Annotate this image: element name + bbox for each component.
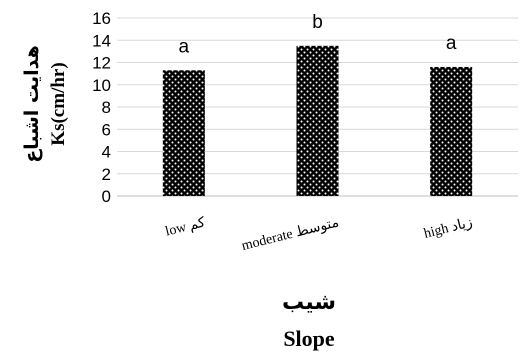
x-category-label: high زیاد <box>422 215 474 242</box>
bar <box>430 66 473 196</box>
y-tick-label: 14 <box>92 31 111 50</box>
significance-letters: a b a <box>179 12 457 57</box>
bar <box>296 45 339 196</box>
y-tick-label: 16 <box>92 9 111 28</box>
bars <box>162 45 473 196</box>
significance-letter: a <box>179 36 190 57</box>
y-tick-label: 12 <box>92 54 111 73</box>
y-tick-label: 2 <box>102 165 111 184</box>
significance-letter: b <box>312 12 323 33</box>
y-axis-title-fa: هدایت اشباع <box>21 45 43 163</box>
x-axis-title-fa: شیب <box>282 290 336 315</box>
y-tick-label: 8 <box>102 98 111 117</box>
significance-letter: a <box>446 33 457 54</box>
y-tick-label: 6 <box>102 120 111 139</box>
x-category-label: low کم <box>164 215 207 239</box>
y-tick-label: 0 <box>102 187 111 206</box>
y-axis-title-en: Ks(cm/hr) <box>48 62 69 145</box>
x-axis-title-en: Slope <box>283 326 335 351</box>
category-labels: low کم moderate متوسط high زیاد <box>164 215 474 254</box>
y-axis-ticks: 0 2 4 6 8 10 12 14 16 <box>92 9 111 206</box>
x-category-label: moderate متوسط <box>240 215 340 254</box>
y-tick-label: 4 <box>102 143 111 162</box>
y-tick-label: 10 <box>92 76 111 95</box>
y-axis-title: هدایت اشباع Ks(cm/hr) <box>21 45 69 163</box>
bar <box>162 70 205 196</box>
